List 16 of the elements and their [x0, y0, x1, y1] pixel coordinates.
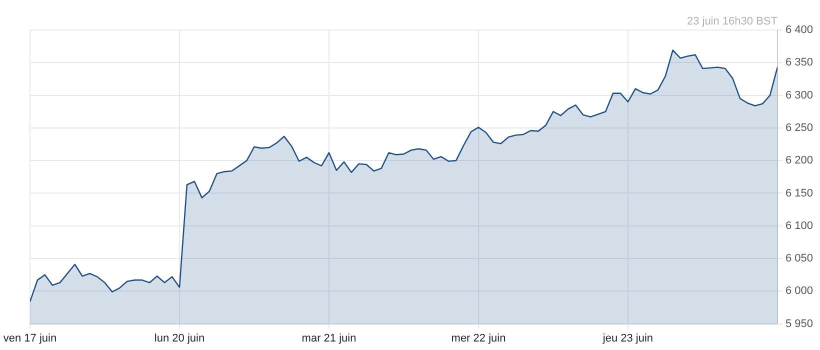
x-tick-label: jeu 23 juin	[602, 332, 654, 344]
y-tick-label: 5 950	[785, 318, 814, 330]
x-tick-label: mar 21 juin	[302, 332, 356, 344]
y-tick-label: 6 350	[785, 56, 814, 69]
y-tick-label: 6 300	[785, 89, 814, 102]
text: 23 juin 16h30 BST	[686, 16, 778, 28]
y-tick-label: 6 100	[785, 220, 814, 232]
x-tick-label: mer 22 juin	[451, 332, 506, 344]
y-tick-label: 6 050	[785, 252, 814, 265]
y-tick-label: 6 150	[785, 187, 814, 200]
y-tick-label: 6 250	[785, 122, 814, 134]
x-tick-label: ven 17 juin	[3, 332, 57, 344]
y-tick-label: 6 200	[785, 154, 814, 167]
y-tick-label: 6 000	[785, 285, 814, 298]
y-tick-label: 6 400	[785, 24, 814, 36]
x-tick-label: lun 20 juin	[154, 332, 205, 344]
